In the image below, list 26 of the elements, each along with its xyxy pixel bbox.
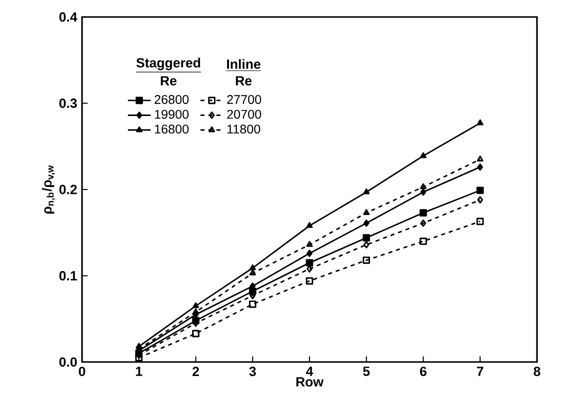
legend-label: 26800	[154, 95, 189, 104]
x-tick-label: 1	[136, 366, 142, 376]
y-tick-label: 0.0	[59, 357, 77, 367]
y-tick-label: 0.2	[59, 184, 77, 194]
legend-label: 20700	[227, 110, 262, 119]
annotation: Re	[236, 76, 252, 86]
x-tick-label: 7	[476, 366, 484, 376]
x-tick-label: 5	[363, 366, 370, 376]
x-tick-label: 4	[306, 366, 314, 376]
annotation: Inline	[227, 59, 260, 69]
y-axis-title: ρ$_{n,b}$/ρ$_{v,w}$	[42, 165, 56, 214]
x-tick-label: 3	[249, 366, 256, 376]
x-tick-label: 2	[192, 366, 199, 376]
annotation: Staggered	[136, 58, 200, 70]
x-axis-title: Row	[296, 377, 324, 387]
y-tick-label: 0.3	[59, 98, 77, 108]
legend-label: 27700	[227, 95, 262, 104]
x-tick-label: 8	[534, 366, 540, 376]
y-tick-label: 0.1	[59, 271, 77, 280]
legend-label: 11800	[227, 124, 260, 134]
legend-label: 19900	[154, 110, 189, 119]
legend-label: 16800	[154, 124, 189, 134]
annotation: Re	[160, 76, 177, 86]
y-tick-label: 0.4	[59, 12, 78, 22]
x-tick-label: 6	[420, 366, 426, 376]
x-tick-label: 0	[78, 366, 86, 376]
